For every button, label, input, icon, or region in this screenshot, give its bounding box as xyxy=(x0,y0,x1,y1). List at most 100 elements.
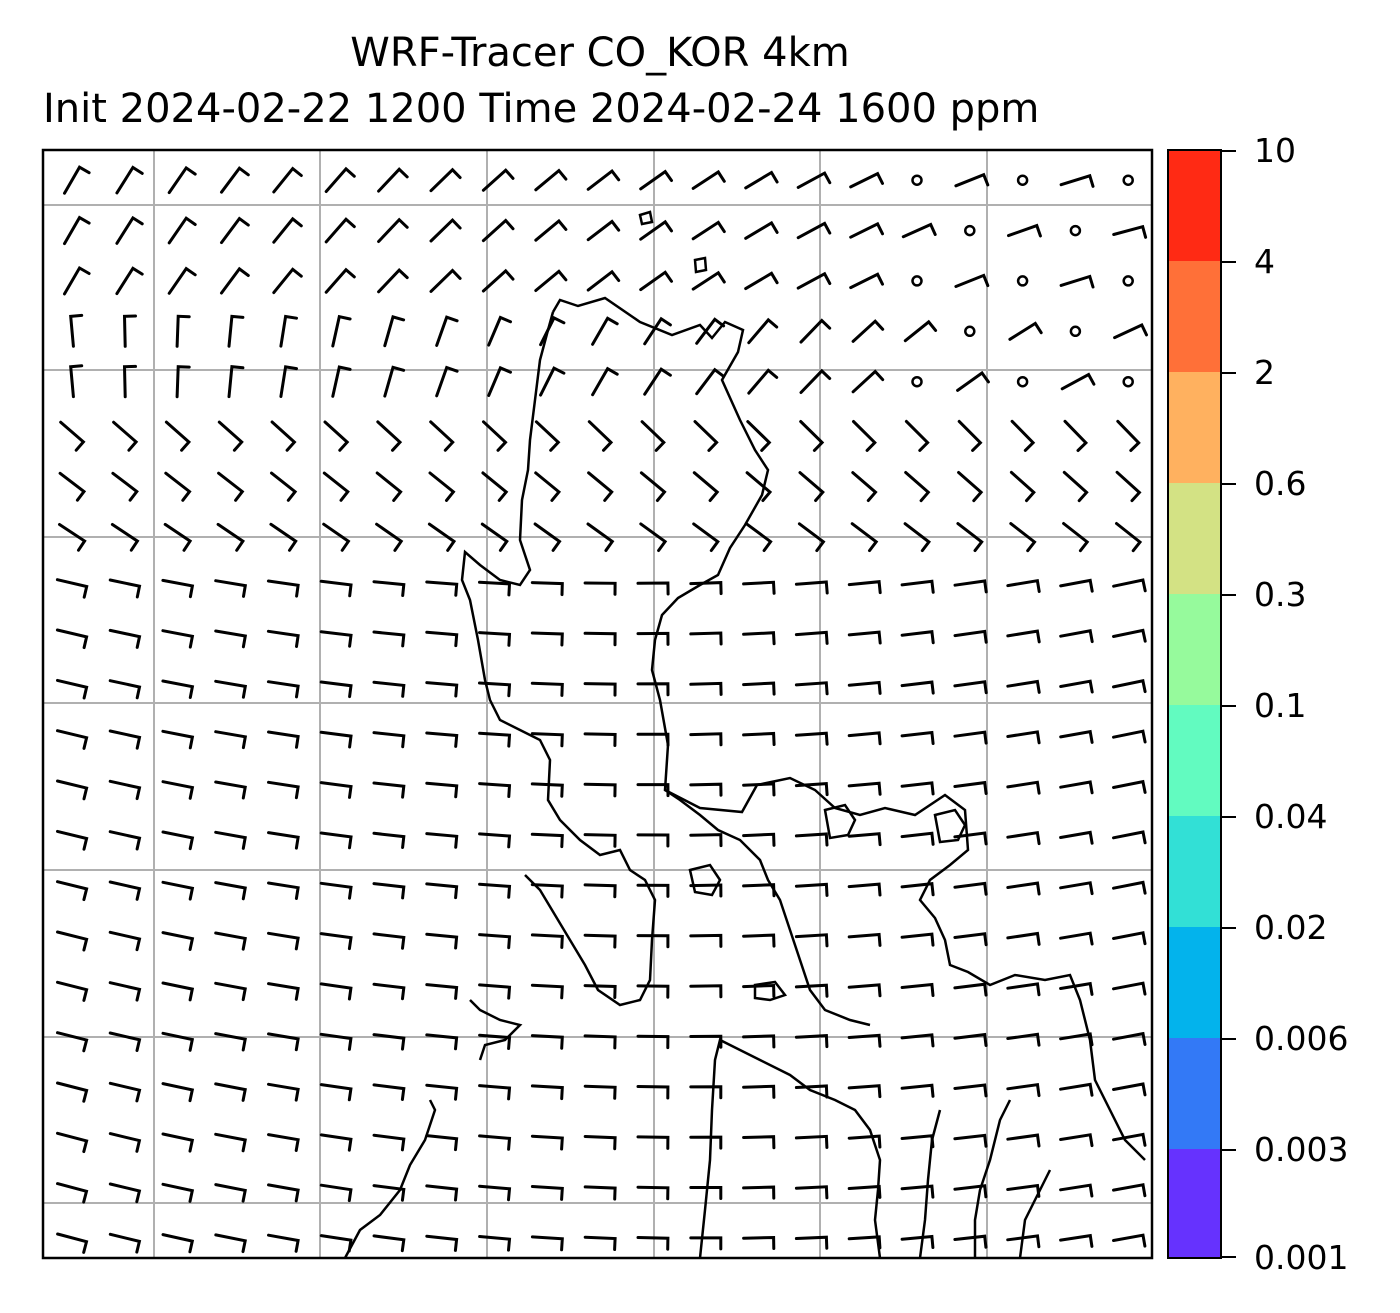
wind-barb xyxy=(534,420,561,452)
wind-barb xyxy=(689,883,723,898)
wind-barb xyxy=(377,217,409,243)
wind-barb xyxy=(953,831,988,846)
wind-barb xyxy=(957,471,984,503)
wind-barb xyxy=(56,1182,89,1204)
wind-barb xyxy=(742,983,776,998)
wind-barb xyxy=(1116,419,1141,452)
wind-barb xyxy=(530,782,564,798)
wind-barb xyxy=(636,1034,670,1050)
wind-barb xyxy=(161,780,195,800)
wind-barb xyxy=(59,420,86,452)
wind-barb xyxy=(747,368,779,395)
wind-barb xyxy=(900,730,935,745)
wind-barb xyxy=(742,1185,776,1200)
colorbar-tick-label: 0.003 xyxy=(1254,1130,1349,1169)
wind-barb xyxy=(1006,1083,1041,1098)
wind-barb xyxy=(56,729,89,750)
colorbar-tick-label: 0.02 xyxy=(1254,908,1328,947)
wind-barb xyxy=(849,171,884,189)
wind-barb xyxy=(953,932,988,947)
wind-barb xyxy=(58,471,87,502)
wind-barb xyxy=(847,983,882,998)
wind-barb xyxy=(272,267,303,295)
wind-barb xyxy=(161,729,195,750)
wind-barb xyxy=(954,273,990,288)
wind-barb xyxy=(742,731,776,746)
wind-barb xyxy=(425,580,459,597)
wind-barb xyxy=(1059,981,1094,996)
coastline-east-islands xyxy=(918,1099,1052,1259)
calm-wind-marker xyxy=(911,275,923,287)
wind-barb xyxy=(1006,1133,1041,1148)
wind-barb xyxy=(1059,780,1094,795)
wind-barb xyxy=(900,781,935,796)
map-frame xyxy=(41,148,1154,1260)
wind-barb xyxy=(742,1034,776,1049)
wind-barb xyxy=(689,1186,723,1200)
colorbar-segment-4 xyxy=(1168,261,1221,372)
wind-barb xyxy=(425,932,459,950)
wind-barb xyxy=(478,933,512,950)
wind-barb xyxy=(691,169,726,190)
wind-barb xyxy=(216,522,245,552)
wind-barb xyxy=(478,1134,512,1151)
wind-barb xyxy=(689,1236,723,1251)
wind-barb xyxy=(1112,779,1147,794)
wind-barb xyxy=(108,779,142,801)
colorbar-tick-label: 0.1 xyxy=(1254,686,1307,725)
wind-barb xyxy=(692,522,720,552)
wind-barb xyxy=(324,217,356,244)
wind-barb xyxy=(794,933,829,948)
wind-barb xyxy=(695,367,726,396)
wind-barb xyxy=(636,1185,670,1201)
wind-barb xyxy=(227,365,245,399)
wind-barb xyxy=(583,1034,617,1050)
calm-wind-marker xyxy=(1122,275,1134,287)
wind-barb xyxy=(636,883,670,898)
wind-barb xyxy=(953,1184,988,1199)
wind-barb xyxy=(1059,1183,1094,1198)
wind-barb xyxy=(425,983,459,1000)
wind-barb xyxy=(108,830,142,851)
wind-barb xyxy=(798,471,825,502)
wind-barb xyxy=(481,268,515,293)
wind-barb xyxy=(227,314,245,348)
colorbar-segment-0.04 xyxy=(1168,816,1221,927)
wind-barb xyxy=(319,680,353,699)
wind-barb xyxy=(850,522,879,553)
wind-barb xyxy=(1009,470,1036,503)
wind-barb xyxy=(56,829,89,851)
colorbar-tick-label: 0.04 xyxy=(1254,797,1328,836)
calm-wind-marker xyxy=(1069,325,1082,338)
wind-barb xyxy=(108,1081,142,1103)
wind-barb xyxy=(636,833,670,848)
wind-barb xyxy=(643,316,672,346)
wind-barb xyxy=(1008,321,1043,341)
wind-barb xyxy=(636,934,670,949)
wind-barb xyxy=(161,981,195,1002)
wind-barb xyxy=(957,419,983,452)
wind-barb xyxy=(161,880,195,901)
wind-barb xyxy=(319,1032,353,1051)
wind-barb xyxy=(689,782,723,797)
wind-barb xyxy=(1006,931,1041,946)
wind-barb xyxy=(953,982,988,997)
wind-barb xyxy=(220,266,250,295)
wind-barb xyxy=(1059,629,1094,644)
wind-barb xyxy=(164,471,192,502)
wind-barb xyxy=(161,679,195,699)
wind-barb xyxy=(478,1235,512,1252)
wind-barb xyxy=(847,932,882,947)
wind-barb xyxy=(375,471,403,502)
wind-barb xyxy=(530,1185,564,1201)
wind-barb xyxy=(267,1233,300,1253)
wind-barb xyxy=(267,831,300,850)
wind-barb xyxy=(583,833,617,848)
wind-barb xyxy=(267,780,300,800)
wind-barb xyxy=(903,522,931,553)
wind-barb xyxy=(636,984,670,999)
wind-barb xyxy=(1112,1031,1147,1046)
wind-barb xyxy=(640,420,666,452)
wind-barb xyxy=(331,314,352,348)
wind-barb xyxy=(956,522,984,553)
